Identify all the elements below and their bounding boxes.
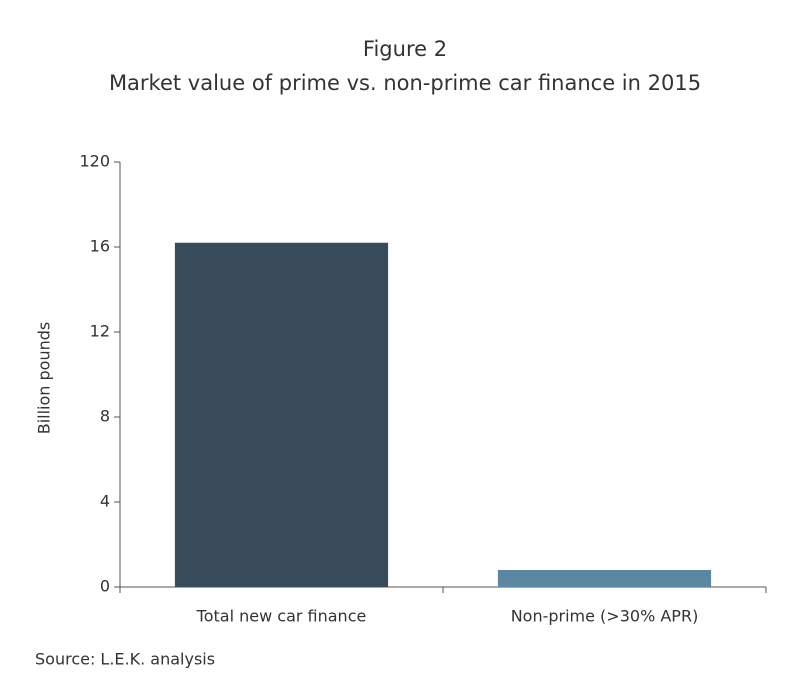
y-axis-label: Billion pounds [35, 322, 54, 435]
y-tick-label: 8 [100, 407, 110, 426]
x-tick-label: Non-prime (>30% APR) [511, 607, 699, 626]
y-tick-label: 0 [100, 577, 110, 596]
y-tick-label: 4 [100, 492, 110, 511]
chart-subtitle: Market value of prime vs. non-prime car … [109, 71, 701, 95]
x-tick-label: Total new car finance [196, 607, 367, 626]
chart-title: Figure 2 [363, 37, 447, 61]
bar [174, 242, 389, 587]
y-tick-label: 120 [79, 152, 110, 171]
source: Source: L.E.K. analysis [35, 650, 215, 669]
y-tick-label: 16 [90, 237, 110, 256]
y-tick-label: 12 [90, 322, 110, 341]
bar [497, 570, 712, 587]
